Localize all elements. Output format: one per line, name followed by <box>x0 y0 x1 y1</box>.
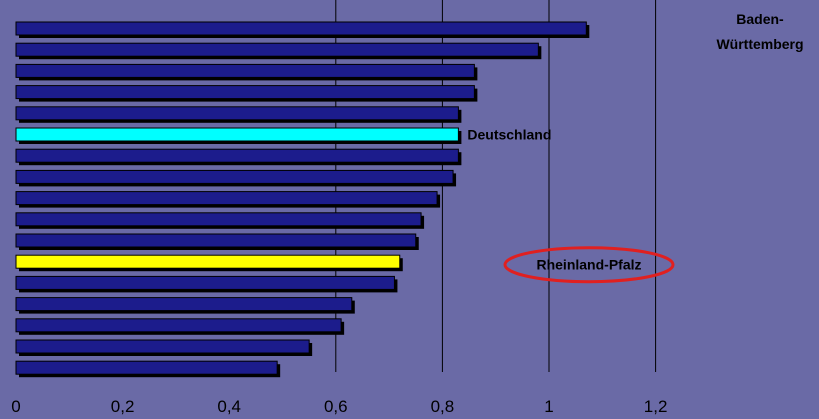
bar-10 <box>15 233 417 248</box>
bar-0 <box>15 21 587 36</box>
annotation-2-circle <box>503 246 675 284</box>
bar-16 <box>15 360 278 375</box>
x-tick-label-1: 0,2 <box>111 397 135 416</box>
bar-6 <box>15 148 459 163</box>
bar-14 <box>15 318 342 333</box>
bar-8 <box>15 191 438 206</box>
x-tick-label-3: 0,6 <box>324 397 348 416</box>
annotation-0-line-1: Württemberg <box>716 36 803 52</box>
bar-4 <box>15 106 459 121</box>
x-tick-label-6: 1,2 <box>644 397 668 416</box>
bar-13 <box>15 297 353 312</box>
annotation-1: Deutschland <box>467 127 551 143</box>
bar-12 <box>15 275 395 290</box>
bar-15 <box>15 339 310 354</box>
x-tick-label-2: 0,4 <box>217 397 241 416</box>
bar-annotations: Baden- Württemberg Deutschland Rheinland-Pf… <box>467 11 804 284</box>
x-tick-label-4: 0,8 <box>431 397 455 416</box>
bar-series <box>15 21 590 378</box>
x-tick-label-5: 1 <box>544 397 553 416</box>
bar-3 <box>15 85 475 100</box>
x-axis-ticks: 0 0,2 0,4 0,6 0,8 1 1,2 <box>11 397 667 416</box>
bar-9 <box>15 212 422 227</box>
annotation-2: Rheinland-Pfalz <box>536 257 641 273</box>
annotation-0-line-0: Baden- <box>736 11 784 27</box>
x-tick-label-0: 0 <box>11 397 20 416</box>
bar-5 <box>15 127 459 142</box>
bar-1 <box>15 42 539 57</box>
bar-11 <box>15 254 401 269</box>
bar-2 <box>15 63 475 78</box>
bar-7 <box>15 169 454 184</box>
